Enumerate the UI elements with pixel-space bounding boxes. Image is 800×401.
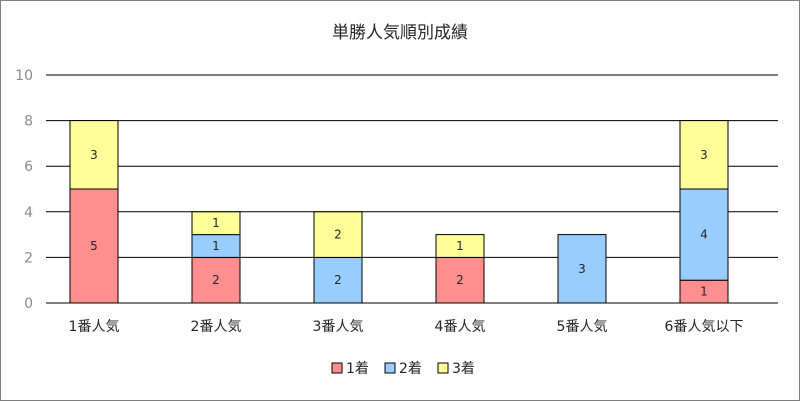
legend-label: 2着 [399, 361, 422, 377]
x-tick-label: 2番人気 [191, 319, 242, 335]
legend-swatch [384, 362, 396, 374]
bar-segment [69, 120, 119, 190]
data-label: 2 [334, 228, 342, 242]
gridlines [46, 74, 778, 304]
y-tick-label: 2 [24, 250, 33, 266]
x-tick-label: 4番人気 [435, 319, 486, 335]
data-label: 1 [456, 239, 464, 253]
x-tick-label: 6番人気以下 [665, 319, 744, 335]
data-label: 5 [90, 239, 98, 253]
data-label: 2 [212, 273, 220, 287]
data-label: 3 [578, 262, 586, 276]
x-tick-label: 1番人気 [69, 319, 120, 335]
y-axis-ticks: 0 2 4 6 8 10 [15, 68, 33, 312]
legend-label: 3着 [452, 361, 475, 377]
chart-title: 単勝人気順別成績 [332, 23, 468, 43]
data-label: 3 [700, 148, 708, 162]
bar-segment [313, 211, 363, 258]
bar-segment [69, 188, 119, 304]
legend-swatch [437, 362, 449, 374]
y-tick-label: 0 [24, 296, 33, 312]
y-tick-label: 4 [24, 205, 33, 221]
bars: 5 3 2 1 1 2 2 2 1 3 1 4 3 [69, 120, 729, 304]
bar-segment [191, 211, 241, 236]
data-label: 1 [212, 239, 220, 253]
data-label: 1 [700, 285, 708, 299]
bar-segment [435, 256, 485, 304]
data-label: 2 [334, 273, 342, 287]
y-tick-label: 6 [24, 159, 33, 175]
x-tick-label: 3番人気 [313, 319, 364, 335]
bar-segment [557, 234, 607, 304]
data-label: 3 [90, 148, 98, 162]
bar-segment [435, 234, 485, 258]
legend-swatch [331, 362, 343, 374]
x-tick-label: 5番人気 [557, 319, 608, 335]
data-label: 2 [456, 273, 464, 287]
x-axis-ticks: 1番人気 2番人気 3番人気 4番人気 5番人気 6番人気以下 [69, 319, 744, 335]
bar-segment [313, 256, 363, 304]
data-label: 4 [700, 228, 708, 242]
legend: 1着 2着 3着 [331, 361, 475, 377]
bar-segment [679, 120, 729, 190]
legend-label: 1着 [346, 361, 369, 377]
data-label: 1 [212, 216, 220, 230]
y-tick-label: 8 [24, 114, 33, 130]
bar-segment [191, 256, 241, 304]
y-tick-label: 10 [15, 68, 33, 84]
